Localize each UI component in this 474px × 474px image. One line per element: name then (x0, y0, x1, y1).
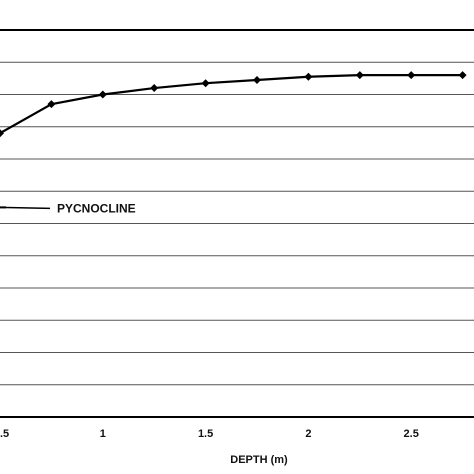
x-tick-label: 2.5 (404, 428, 419, 440)
x-axis-title: DEPTH (m) (230, 454, 288, 466)
data-point (304, 72, 313, 81)
data-point (407, 71, 416, 80)
series-line (0, 74, 463, 135)
x-tick-label: 2 (305, 428, 311, 440)
x-tick-labels: .5 1 1.5 2 2.5 (0, 428, 419, 440)
series-layer (0, 71, 467, 138)
gridlines (0, 29, 474, 418)
annotation-layer: PYCNOCLINE (0, 201, 136, 215)
data-point (98, 90, 107, 99)
data-point (355, 71, 364, 80)
data-point (150, 84, 159, 93)
annotation-label: PYCNOCLINE (57, 201, 136, 215)
x-tick-label: .5 (0, 428, 9, 440)
annotation-pointer (0, 206, 51, 210)
data-point (0, 129, 4, 138)
data-point (253, 75, 261, 84)
data-point (201, 79, 210, 88)
x-tick-label: 1.5 (198, 428, 213, 440)
x-tick-label: 1 (100, 428, 106, 440)
data-point (47, 100, 56, 109)
data-point (458, 71, 467, 80)
